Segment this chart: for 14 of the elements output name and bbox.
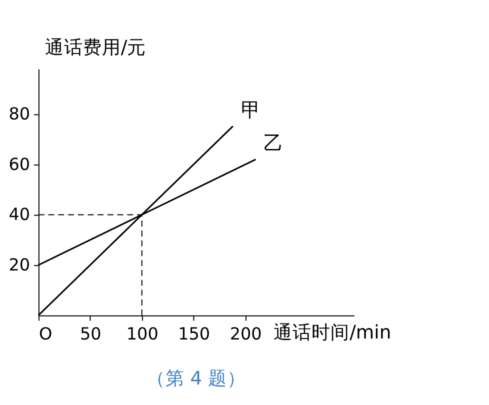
y-tick-label: 40 [8,204,30,224]
y-axis-title: 通话费用/元 [44,38,146,59]
x-tick-label: O [38,323,52,344]
series-label: 甲 [240,98,261,122]
x-tick-label: 200 [230,323,262,344]
y-tick-label: 80 [8,104,30,124]
y-tick-label: 60 [8,154,30,174]
series-label: 乙 [264,132,284,155]
x-tick-label: 50 [80,323,102,344]
x-axis-title: 通话时间/min [274,322,392,344]
x-tick-label: 150 [178,323,210,344]
y-tick-label: 20 [8,254,30,274]
x-tick-label: 100 [126,323,158,344]
text: （第 4 题） [146,368,246,390]
